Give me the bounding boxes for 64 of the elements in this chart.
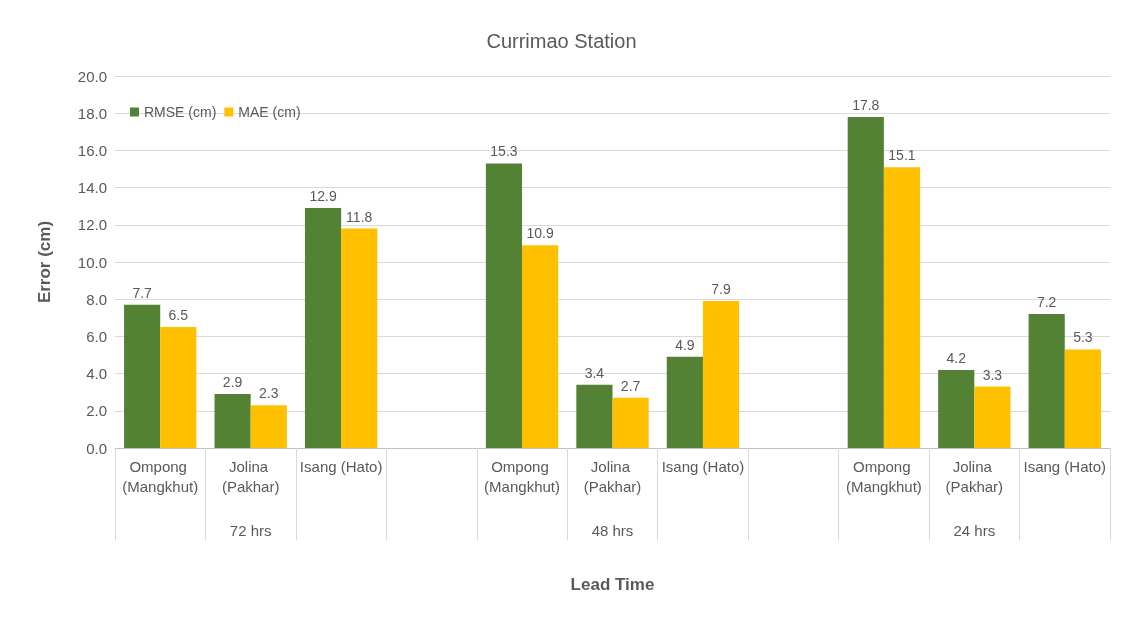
x-tick-label: Ompong (Mangkhut)	[122, 457, 199, 495]
data-label: 3.4	[584, 364, 605, 381]
text: 24 hrs	[953, 521, 996, 539]
bar	[938, 369, 975, 448]
data-label: 11.8	[346, 208, 373, 225]
y-tick-label: 8.0	[86, 290, 107, 308]
data-label: 7.2	[1036, 294, 1057, 311]
y-axis-title: Error (cm)	[35, 220, 54, 304]
y-tick-label: 6.0	[86, 327, 107, 345]
bar	[576, 384, 613, 448]
bar	[666, 356, 703, 448]
bar	[1028, 314, 1065, 448]
data-label: 10.9	[526, 225, 554, 242]
x-axis-title: Lead Time	[570, 575, 655, 594]
legend-label: MAE (cm)	[238, 104, 301, 120]
x-tick-label: Isang (Hato)	[661, 457, 745, 475]
bar	[522, 245, 559, 448]
data-label: 15.3	[490, 143, 518, 160]
bar	[847, 116, 884, 448]
bar	[124, 304, 161, 448]
data-label: 3.3	[982, 366, 1003, 383]
x-tick-label: Isang (Hato)	[299, 457, 383, 475]
y-tick-label: 0.0	[86, 439, 107, 457]
y-tick-label: 12.0	[77, 216, 107, 234]
y-tick-label: 10.0	[77, 253, 107, 271]
bar	[304, 208, 342, 448]
x-tick-label: Jolina (Pakhar)	[221, 457, 280, 495]
bar	[160, 327, 197, 448]
bar	[250, 405, 287, 448]
bar	[974, 386, 1011, 448]
x-tick-label: Ompong (Mangkhut)	[845, 457, 922, 495]
data-label: 12.9	[309, 188, 337, 205]
data-label: 17.8	[852, 96, 880, 113]
data-label: 15.1	[888, 147, 916, 164]
y-tick-label: 18.0	[77, 104, 107, 122]
data-label: 2.3	[259, 385, 279, 402]
y-tick-label: 4.0	[86, 365, 107, 383]
data-label: 7.9	[711, 281, 731, 298]
y-tick-label: 16.0	[77, 141, 107, 159]
bar	[702, 301, 740, 448]
x-tick-label: Isang (Hato)	[1023, 457, 1107, 475]
data-label: 6.5	[168, 307, 189, 324]
y-tick-label: 2.0	[86, 402, 107, 420]
data-label: 5.3	[1073, 329, 1093, 346]
x-tick-label: Jolina (Pakhar)	[583, 457, 642, 495]
bar	[1064, 349, 1101, 448]
bar	[341, 228, 378, 448]
bar	[883, 167, 921, 448]
x-tick-label: Ompong (Mangkhut)	[484, 457, 560, 495]
legend-label: RMSE (cm)	[144, 104, 217, 120]
bar	[214, 394, 251, 448]
y-tick-label: 20.0	[77, 67, 107, 85]
y-tick-label: 14.0	[77, 179, 107, 197]
bar	[612, 397, 649, 448]
data-label: 4.2	[946, 349, 967, 366]
x-tick-label: Jolina (Pakhar)	[945, 457, 1004, 495]
data-label: 7.7	[132, 284, 153, 301]
bar	[485, 163, 523, 448]
text: 72 hrs	[229, 521, 272, 539]
data-label: 2.9	[222, 374, 243, 391]
data-label: 2.7	[620, 377, 641, 394]
data-label: 4.9	[675, 336, 695, 353]
chart-title: Currimao Station	[486, 30, 637, 52]
text: 48 hrs	[591, 521, 634, 539]
